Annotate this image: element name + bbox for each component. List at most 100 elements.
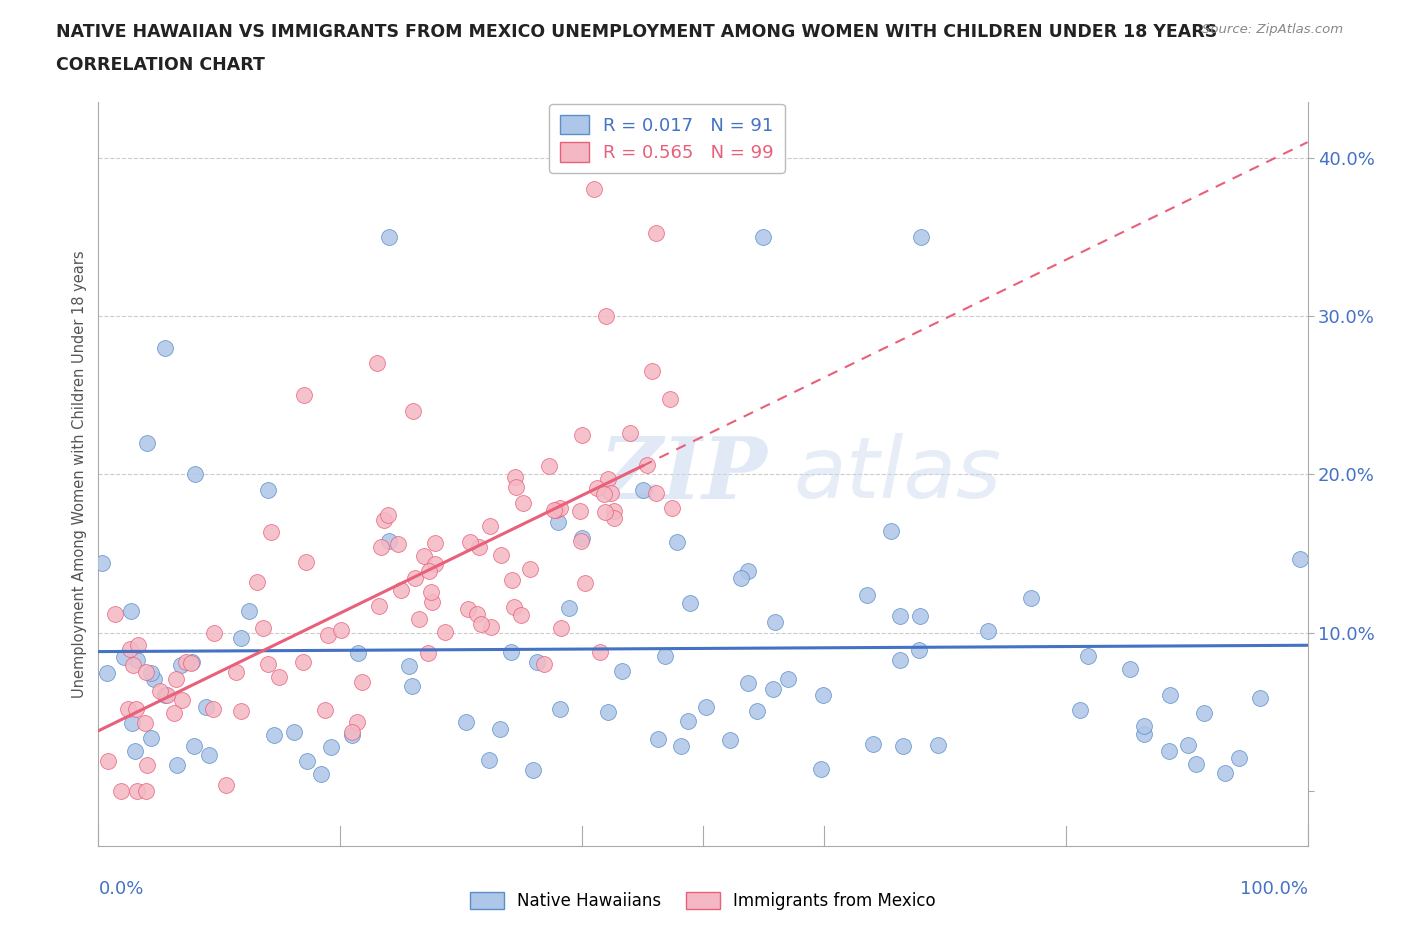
Point xyxy=(1213,765,1236,780)
Point xyxy=(183,738,205,753)
Point xyxy=(583,182,606,197)
Point xyxy=(679,595,702,610)
Point xyxy=(647,732,669,747)
Point xyxy=(292,655,315,670)
Point xyxy=(434,625,457,640)
Point xyxy=(149,684,172,698)
Point xyxy=(457,602,479,617)
Point xyxy=(174,654,197,669)
Point xyxy=(340,725,363,740)
Point xyxy=(470,617,492,631)
Point xyxy=(489,722,512,737)
Point xyxy=(104,606,127,621)
Point xyxy=(778,671,800,686)
Point xyxy=(636,458,658,472)
Point xyxy=(571,530,593,545)
Point xyxy=(889,609,911,624)
Point xyxy=(180,655,202,670)
Point xyxy=(526,654,548,669)
Point xyxy=(1069,703,1091,718)
Point xyxy=(120,642,142,657)
Point xyxy=(654,648,676,663)
Point xyxy=(658,392,681,406)
Point xyxy=(661,500,683,515)
Point xyxy=(260,525,283,539)
Point xyxy=(1119,662,1142,677)
Y-axis label: Unemployment Among Women with Children Under 18 years: Unemployment Among Women with Children U… xyxy=(72,250,87,698)
Point xyxy=(229,631,252,645)
Point xyxy=(603,504,626,519)
Point xyxy=(745,704,768,719)
Point xyxy=(122,658,145,672)
Point xyxy=(163,705,186,720)
Point xyxy=(225,664,247,679)
Point xyxy=(908,608,931,623)
Point xyxy=(194,699,217,714)
Point xyxy=(330,623,353,638)
Point xyxy=(340,727,363,742)
Point xyxy=(548,500,571,515)
Point xyxy=(402,404,425,418)
Point xyxy=(314,703,336,718)
Text: 0.0%: 0.0% xyxy=(98,880,143,897)
Point xyxy=(460,535,482,550)
Point xyxy=(283,724,305,739)
Point xyxy=(478,752,501,767)
Point xyxy=(202,626,225,641)
Point xyxy=(246,574,269,589)
Point xyxy=(666,534,689,549)
Point xyxy=(862,737,884,751)
Point xyxy=(600,486,623,501)
Point xyxy=(309,766,332,781)
Point xyxy=(295,555,318,570)
Point xyxy=(1019,591,1042,605)
Point xyxy=(135,758,157,773)
Point xyxy=(180,656,202,671)
Point xyxy=(135,783,157,798)
Point xyxy=(184,467,207,482)
Point xyxy=(373,512,395,527)
Point xyxy=(596,705,619,720)
Point xyxy=(215,777,238,792)
Point xyxy=(125,653,148,668)
Point xyxy=(165,671,187,686)
Point xyxy=(153,687,176,702)
Point xyxy=(737,675,759,690)
Point xyxy=(465,606,488,621)
Point xyxy=(198,747,221,762)
Point xyxy=(645,485,668,500)
Point xyxy=(671,738,693,753)
Point xyxy=(142,672,165,687)
Point xyxy=(763,615,786,630)
Point xyxy=(387,536,409,551)
Point xyxy=(880,524,903,538)
Point xyxy=(418,564,440,578)
Point xyxy=(479,620,502,635)
Point xyxy=(202,701,225,716)
Point xyxy=(468,539,491,554)
Point xyxy=(589,644,612,659)
Point xyxy=(1159,744,1181,759)
Point xyxy=(644,226,666,241)
Point xyxy=(377,508,399,523)
Point xyxy=(737,564,759,578)
Point xyxy=(96,753,118,768)
Point xyxy=(124,744,146,759)
Point xyxy=(153,340,176,355)
Point xyxy=(416,645,439,660)
Point xyxy=(619,425,641,440)
Point xyxy=(1159,687,1181,702)
Point xyxy=(1288,551,1310,566)
Text: NATIVE HAWAIIAN VS IMMIGRANTS FROM MEXICO UNEMPLOYMENT AMONG WOMEN WITH CHILDREN: NATIVE HAWAIIAN VS IMMIGRANTS FROM MEXIC… xyxy=(56,23,1218,41)
Point xyxy=(422,594,444,609)
Point xyxy=(121,716,143,731)
Point xyxy=(1177,737,1199,752)
Point xyxy=(762,682,785,697)
Point xyxy=(695,699,717,714)
Point xyxy=(389,583,412,598)
Point xyxy=(730,571,752,586)
Point xyxy=(547,514,569,529)
Point xyxy=(596,472,619,486)
Point xyxy=(593,504,616,519)
Point xyxy=(238,604,260,618)
